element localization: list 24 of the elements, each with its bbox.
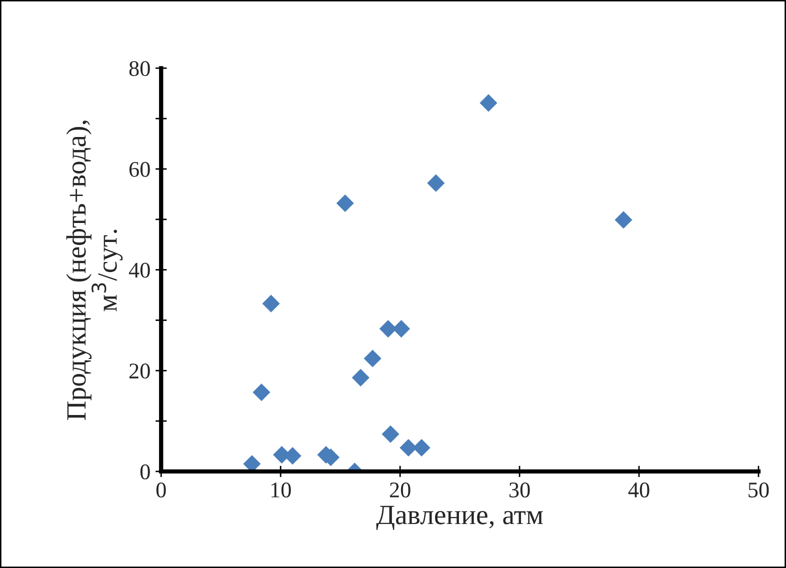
point xyxy=(336,194,354,212)
y-tick-label: 0 xyxy=(140,464,150,480)
y-axis-title: Продукция (нефть+вода), м$^{3}$/сут. xyxy=(66,120,123,420)
x-tick-label: 20 xyxy=(390,482,410,498)
point xyxy=(243,455,261,472)
point xyxy=(427,174,445,192)
x-tick-label: 40 xyxy=(628,482,650,498)
y-tick-label: 40 xyxy=(128,262,150,278)
point xyxy=(262,294,280,312)
point xyxy=(252,384,270,402)
point xyxy=(364,350,382,368)
point xyxy=(382,425,400,443)
y-tick-label: 80 xyxy=(129,61,150,76)
x-tick-label: 0 xyxy=(156,482,166,498)
point xyxy=(480,94,498,112)
point xyxy=(379,320,397,338)
point xyxy=(614,211,632,229)
x-tick-label: 50 xyxy=(748,482,769,498)
x-axis-title: Давление, атм xyxy=(376,506,543,530)
y-tick-label: 20 xyxy=(129,364,150,379)
point xyxy=(352,368,370,386)
x-tick-label: 10 xyxy=(271,482,291,498)
x-tick-label: 30 xyxy=(509,482,530,498)
y-tick-label: 60 xyxy=(129,162,150,177)
